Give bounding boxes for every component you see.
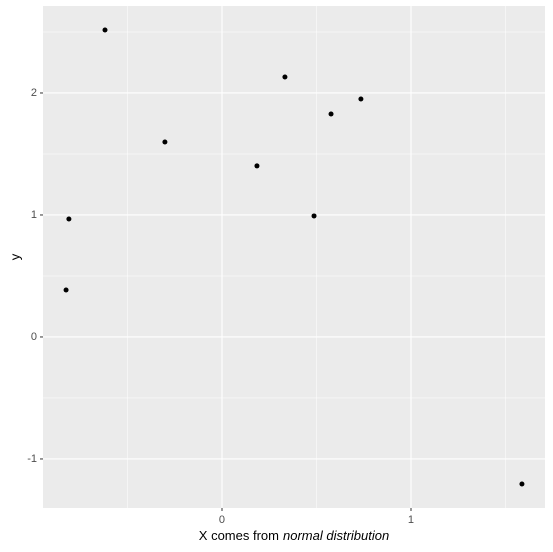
grid <box>43 6 545 508</box>
point <box>282 74 288 80</box>
y-tick-label: 1 <box>31 209 37 221</box>
point <box>66 216 72 222</box>
point <box>102 27 108 33</box>
panel <box>43 6 545 508</box>
x-tick-label: 0 <box>219 514 225 526</box>
point <box>519 481 525 487</box>
x-title-plain: X comes from <box>199 528 279 543</box>
marks <box>63 27 525 487</box>
point <box>254 163 260 169</box>
point <box>63 287 69 293</box>
x-axis-title: X comes from normal distribution <box>199 528 389 543</box>
x-title-italic: normal distribution <box>283 528 389 543</box>
y-tick-label: 0 <box>31 331 37 343</box>
x-tick-label: 1 <box>408 514 414 526</box>
point <box>328 111 334 117</box>
point <box>311 213 317 219</box>
point <box>162 139 168 145</box>
y-tick-label: -1 <box>27 453 37 465</box>
y-tick-label: 2 <box>31 87 37 99</box>
y-axis-title: y <box>7 253 22 260</box>
point <box>358 96 364 102</box>
